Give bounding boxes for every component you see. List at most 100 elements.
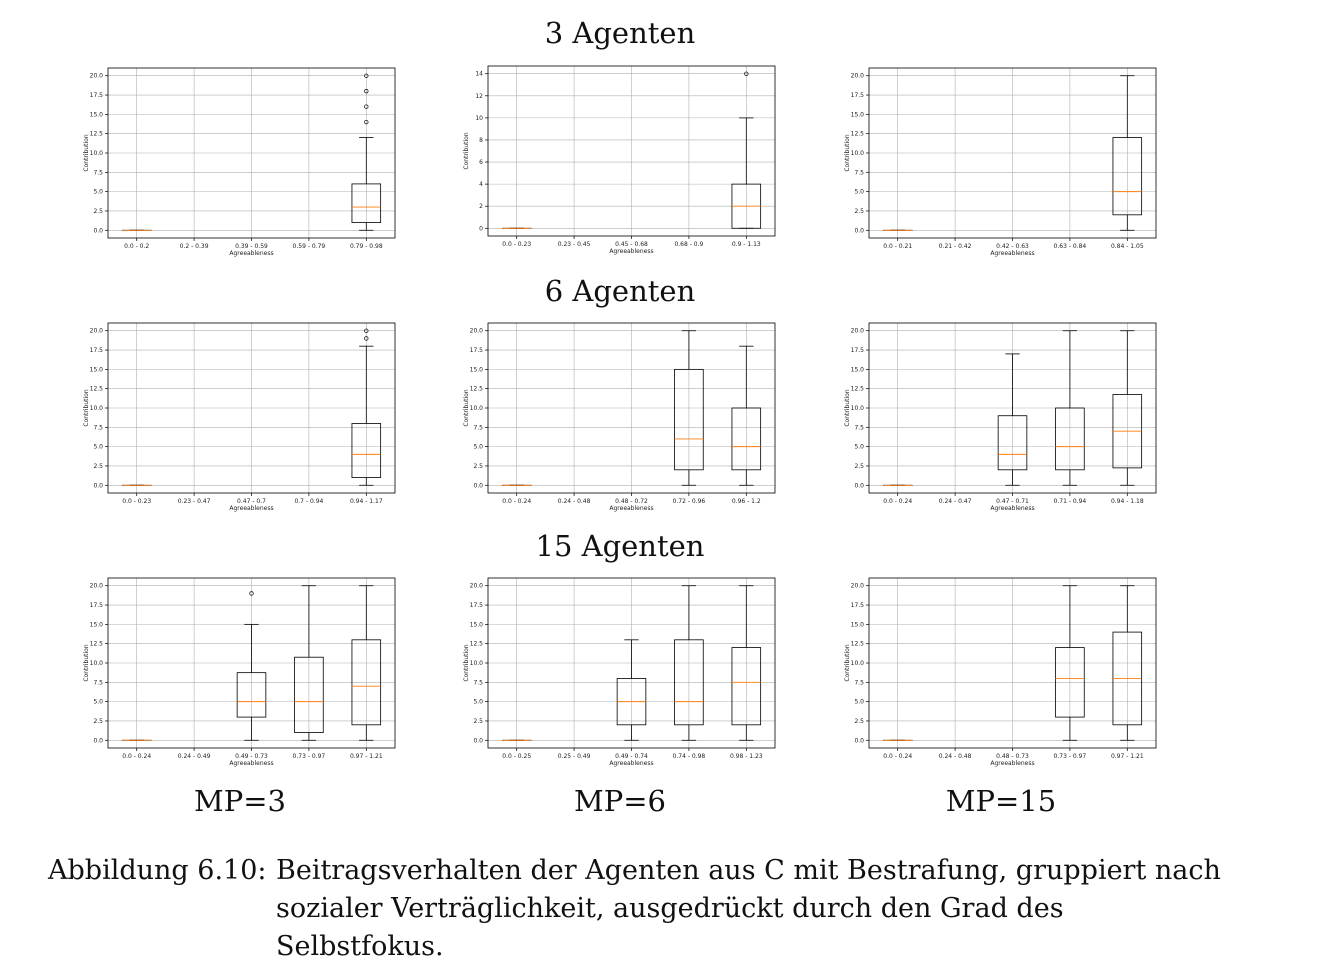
boxplot-15-agenten-mp6: 0.02.55.07.510.012.515.017.520.00.0 - 0.… [460,574,790,772]
y-tick-label: 6 [479,159,483,166]
x-tick-label: 0.73 - 0.97 [1054,753,1087,760]
y-tick-label: 0.0 [473,737,483,744]
y-tick-label: 7.5 [854,169,864,176]
x-tick-label: 0.71 - 0.94 [1054,498,1087,505]
y-axis-label: Contribution [463,644,470,681]
y-tick-label: 7.5 [473,679,483,686]
y-tick-label: 7.5 [473,424,483,431]
y-tick-label: 10.0 [851,660,865,667]
x-tick-label: 0.25 - 0.49 [558,753,591,760]
y-tick-label: 15.0 [90,111,104,118]
y-tick-label: 7.5 [93,424,103,431]
y-tick-label: 5.0 [473,444,483,451]
boxplot-3-agenten-mp15: 0.02.55.07.510.012.515.017.520.00.0 - 0.… [841,64,1171,262]
x-axis-label: Agreeableness [990,250,1034,257]
y-tick-label: 5.0 [473,699,483,706]
y-tick-label: 2.5 [854,463,864,470]
y-tick-label: 7.5 [93,169,103,176]
y-tick-label: 20.0 [851,73,865,80]
boxplot-3-agenten-mp3: 0.02.55.07.510.012.515.017.520.00.0 - 0.… [80,64,410,262]
x-tick-label: 0.48 - 0.73 [996,753,1029,760]
mp-label-6: MP=6 [490,784,750,818]
y-tick-label: 20.0 [470,583,484,590]
x-tick-label: 0.0 - 0.24 [122,753,151,760]
x-tick-label: 0.0 - 0.23 [502,241,531,248]
y-tick-label: 2.5 [93,463,103,470]
y-tick-label: 20.0 [851,583,865,590]
y-tick-label: 5.0 [93,444,103,451]
x-tick-label: 0.59 - 0.79 [293,243,326,250]
x-tick-label: 0.42 - 0.63 [996,243,1029,250]
y-tick-label: 15.0 [470,621,484,628]
x-tick-label: 0.73 - 0.97 [293,753,326,760]
mp-label-3: MP=3 [110,784,370,818]
y-tick-label: 17.5 [90,92,104,99]
x-tick-label: 0.94 - 1.18 [1111,498,1144,505]
y-tick-label: 2.5 [473,718,483,725]
mp-label-15: MP=15 [871,784,1131,818]
y-tick-label: 15.0 [851,366,865,373]
y-tick-label: 7.5 [854,679,864,686]
row-title-15-agenten: 15 Agenten [0,529,1240,563]
y-tick-label: 12 [475,93,483,100]
y-tick-label: 2.5 [854,718,864,725]
y-tick-label: 5.0 [854,189,864,196]
y-tick-label: 20.0 [90,73,104,80]
y-axis-label: Contribution [844,644,851,681]
y-tick-label: 17.5 [470,602,484,609]
y-tick-label: 12.5 [90,641,104,648]
x-tick-label: 0.74 - 0.98 [673,753,706,760]
y-axis-label: Contribution [83,134,90,171]
y-tick-label: 10.0 [851,405,865,412]
x-tick-label: 0.97 - 1.21 [1111,753,1144,760]
x-tick-label: 0.0 - 0.2 [124,243,149,250]
x-tick-label: 0.21 - 0.42 [939,243,972,250]
x-tick-label: 0.0 - 0.25 [502,753,531,760]
x-tick-label: 0.45 - 0.68 [615,241,648,248]
y-tick-label: 14 [475,71,483,78]
x-tick-label: 0.24 - 0.48 [558,498,591,505]
y-tick-label: 12.5 [851,641,865,648]
x-tick-label: 0.48 - 0.72 [615,498,648,505]
y-tick-label: 15.0 [90,621,104,628]
y-tick-label: 10 [475,115,483,122]
y-tick-label: 0.0 [93,482,103,489]
y-tick-label: 15.0 [90,366,104,373]
y-tick-label: 0.0 [854,227,864,234]
y-tick-label: 10.0 [851,150,865,157]
x-tick-label: 0.72 - 0.96 [673,498,706,505]
y-tick-label: 12.5 [470,386,484,393]
x-tick-label: 0.0 - 0.24 [883,498,912,505]
y-tick-label: 5.0 [93,699,103,706]
y-tick-label: 20.0 [470,328,484,335]
y-tick-label: 17.5 [851,602,865,609]
row-title-3-agenten: 3 Agenten [0,16,1240,50]
boxplot-15-agenten-mp15: 0.02.55.07.510.012.515.017.520.00.0 - 0.… [841,574,1171,772]
y-tick-label: 10.0 [90,660,104,667]
y-tick-label: 2.5 [473,463,483,470]
x-tick-label: 0.23 - 0.45 [558,241,591,248]
boxplot-6-agenten-mp6: 0.02.55.07.510.012.515.017.520.00.0 - 0.… [460,319,790,517]
y-tick-label: 5.0 [93,189,103,196]
x-tick-label: 0.23 - 0.47 [178,498,211,505]
x-tick-label: 0.24 - 0.49 [178,753,211,760]
x-axis-label: Agreeableness [609,760,653,767]
y-tick-label: 20.0 [90,583,104,590]
y-tick-label: 7.5 [93,679,103,686]
y-axis-label: Contribution [463,132,470,169]
y-tick-label: 0 [479,225,483,232]
y-tick-label: 2.5 [93,718,103,725]
x-tick-label: 0.0 - 0.21 [883,243,912,250]
y-tick-label: 10.0 [470,405,484,412]
y-axis-label: Contribution [83,644,90,681]
caption-text: Beitragsverhalten der Agenten aus C mit … [276,852,1236,966]
boxplot-6-agenten-mp15: 0.02.55.07.510.012.515.017.520.00.0 - 0.… [841,319,1171,517]
y-tick-label: 17.5 [90,602,104,609]
boxplot-15-agenten-mp3: 0.02.55.07.510.012.515.017.520.00.0 - 0.… [80,574,410,772]
x-axis-label: Agreeableness [229,760,273,767]
x-axis-label: Agreeableness [609,248,653,255]
y-axis-label: Contribution [463,389,470,426]
y-tick-label: 2.5 [854,208,864,215]
caption-label: Abbildung 6.10: [48,852,266,890]
y-axis-label: Contribution [844,134,851,171]
